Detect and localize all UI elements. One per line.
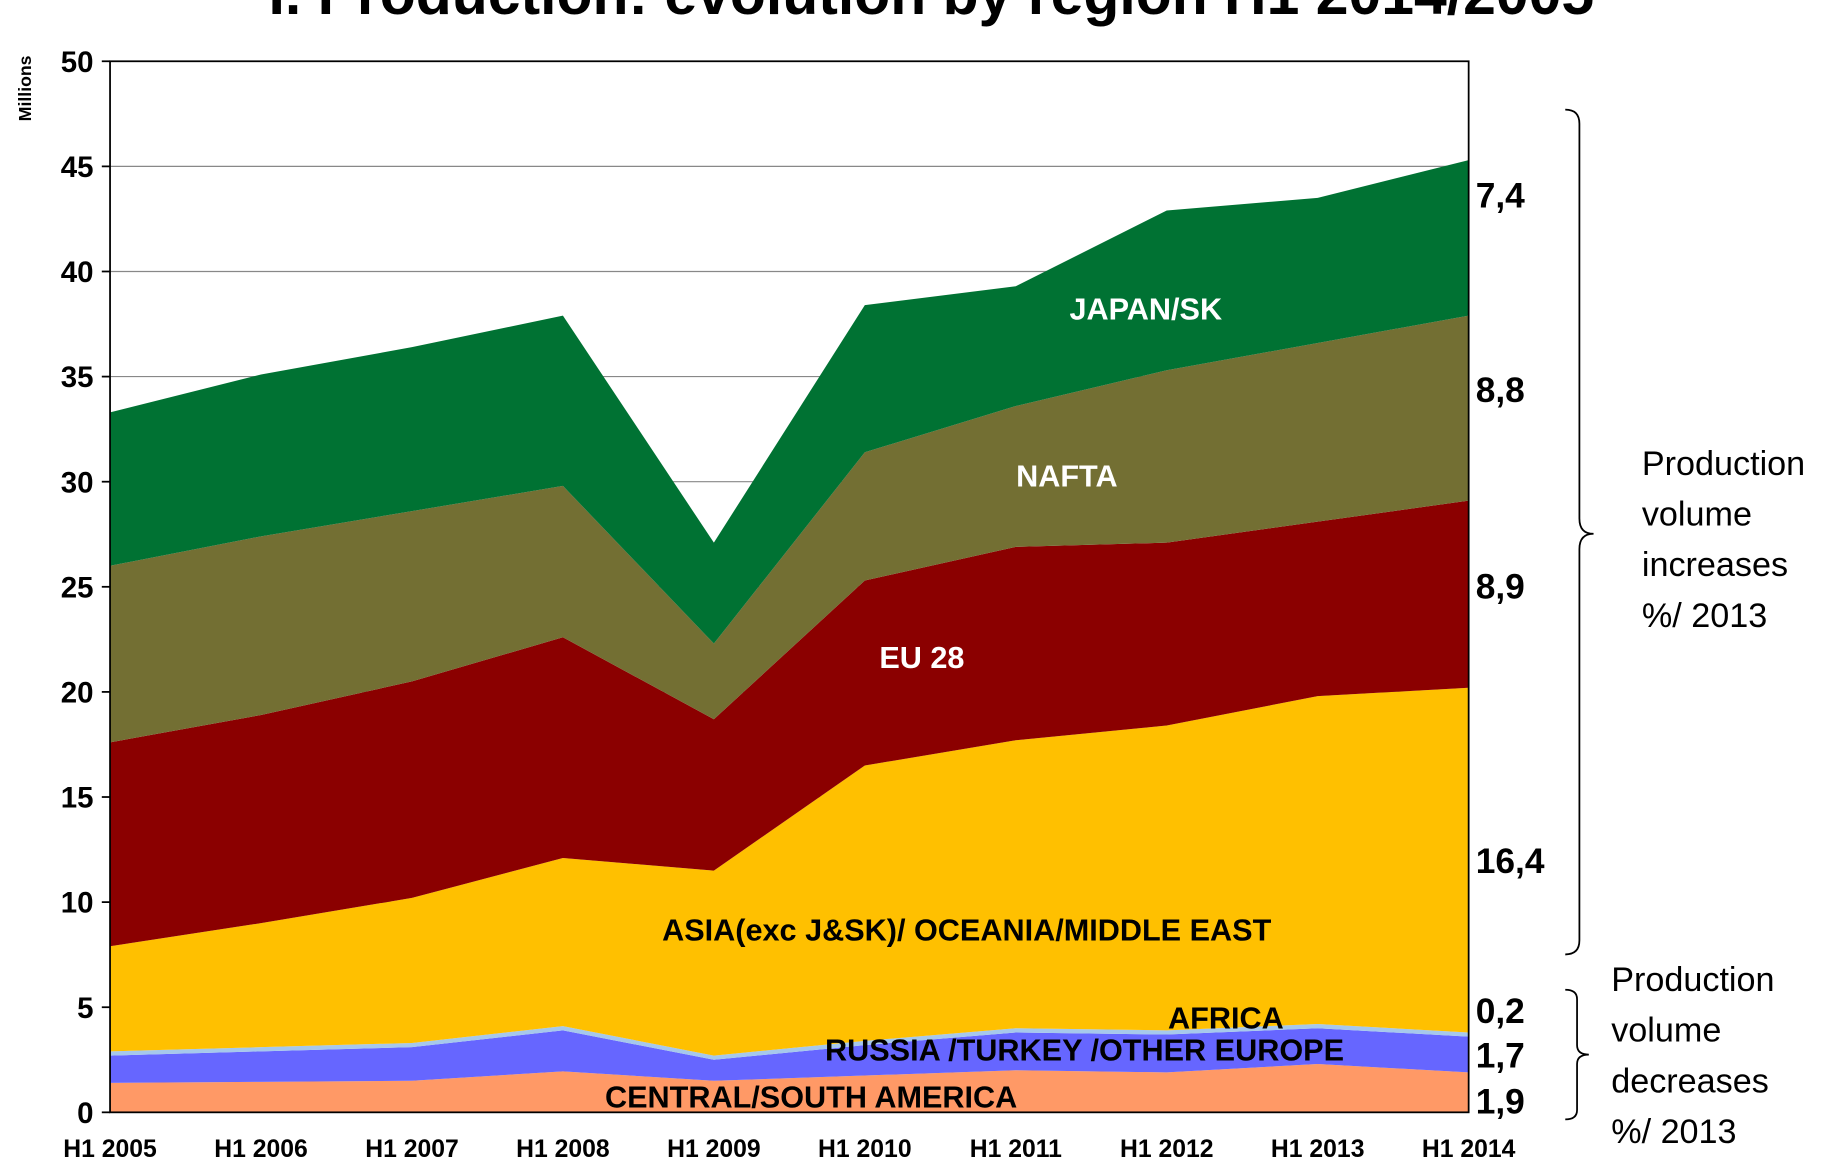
x-tick-label: H1 2008 — [516, 1136, 610, 1163]
y-tick-label: 45 — [61, 151, 94, 184]
area — [110, 315, 1469, 743]
series-label: AFRICA — [1168, 1002, 1284, 1036]
y-tick-label: 30 — [61, 466, 94, 499]
y-tick-label: 10 — [61, 887, 94, 920]
annotation: Production volume decreases %/ 2013 — [1611, 961, 1774, 1151]
series-label: ASIA(exc J&SK)/ OCEANIA/MIDDLE EAST — [662, 913, 1271, 947]
value-label: 16,4 — [1476, 842, 1545, 881]
bracket-increase — [1565, 108, 1594, 956]
annotation-line: volume — [1611, 1012, 1721, 1050]
value-label: 1,9 — [1476, 1083, 1525, 1122]
y-tick-label: 20 — [61, 677, 94, 710]
value-label: 1,7 — [1476, 1037, 1525, 1076]
x-tick-label: H1 2009 — [667, 1136, 761, 1163]
series-label: EU 28 — [879, 641, 964, 675]
series-label: JAPAN/SK — [1069, 292, 1222, 326]
x-tick-label: H1 2011 — [970, 1136, 1062, 1163]
y-tick-label: 50 — [61, 46, 94, 79]
annotation-line: Production — [1642, 445, 1805, 483]
areas — [110, 160, 1469, 1113]
area — [110, 687, 1469, 1056]
bracket-decrease — [1565, 988, 1589, 1121]
series-label: CENTRAL/SOUTH AMERICA — [605, 1081, 1017, 1115]
annotation-line: increases — [1642, 546, 1788, 584]
annotation-line: decreases — [1611, 1062, 1769, 1100]
chart-title: I. Production: evolution by region H1 20… — [268, 0, 1594, 27]
area — [110, 160, 1469, 644]
series-label: NAFTA — [1016, 460, 1118, 494]
frame: 0 5 10 15 20 25 30 35 40 45 50 H1 2005 H1 2006 H1 200… — [61, 46, 1516, 1163]
area — [110, 1028, 1469, 1083]
y-tick-label: 25 — [61, 571, 94, 604]
annotation-line: %/ 2013 — [1611, 1113, 1736, 1151]
y-tick-label: 0 — [77, 1097, 93, 1130]
value-label: 8,9 — [1476, 568, 1525, 607]
series-label: RUSSIA /TURKEY /OTHER EUROPE — [825, 1033, 1344, 1067]
area — [110, 1024, 1469, 1060]
y-tick-label: 40 — [61, 256, 94, 289]
x-tick-label: H1 2006 — [214, 1136, 308, 1163]
area — [110, 1063, 1469, 1113]
y-axis-label: Millions — [15, 55, 35, 121]
y-tick-label: 35 — [61, 361, 94, 394]
value-label: 0,2 — [1476, 992, 1525, 1031]
annotation: Production volume increases %/ 2013 — [1642, 445, 1805, 635]
value-label: 8,8 — [1476, 371, 1525, 410]
x-tick-label: H1 2010 — [818, 1136, 912, 1163]
x-tick-label: H1 2014 — [1422, 1136, 1516, 1163]
x-tick-label: H1 2007 — [365, 1136, 459, 1163]
x-tick-label: H1 2012 — [1120, 1136, 1214, 1163]
y-tick-label: 15 — [61, 782, 94, 815]
value-label: 7,4 — [1476, 176, 1525, 215]
x-tick-label: H1 2013 — [1271, 1136, 1365, 1163]
y-tick-label: 5 — [77, 992, 93, 1025]
annotation-line: volume — [1642, 496, 1752, 534]
area — [110, 500, 1469, 947]
x-tick-label: H1 2005 — [63, 1136, 157, 1163]
plot-frame — [109, 60, 1470, 1114]
annotation-line: %/ 2013 — [1642, 597, 1767, 635]
annotation-line: Production — [1611, 961, 1774, 999]
